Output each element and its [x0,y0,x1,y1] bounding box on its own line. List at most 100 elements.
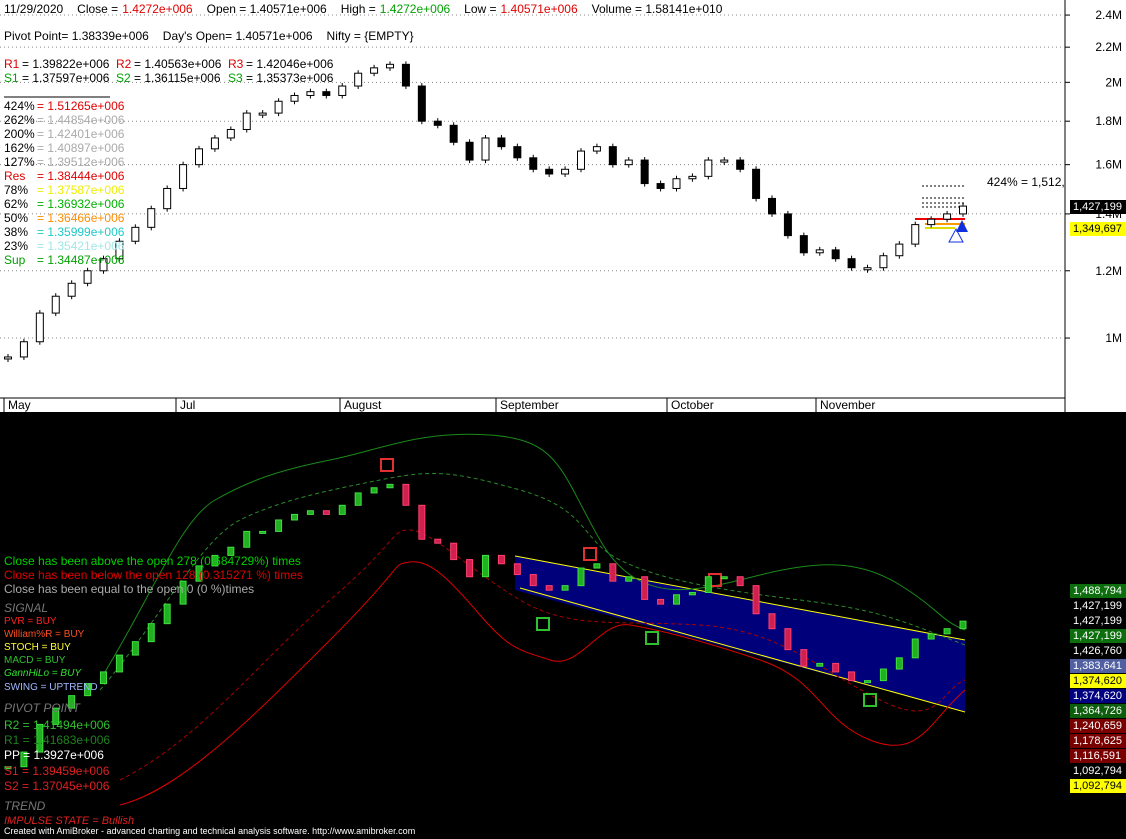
high: 1.4272e+006 [379,2,451,16]
level-name: R2 [116,57,132,71]
mini-candle [227,546,235,556]
volume: Volume = 1.58141e+010 [591,2,723,16]
price-tag: 1,427,199 [1070,614,1126,628]
candle [513,146,522,159]
level-name: R1 [4,57,20,71]
signal: PVR = BUY [4,616,57,627]
mini-candle [895,657,903,670]
candle [306,91,315,96]
fib-name: 23% [4,239,29,253]
pivot-point: Pivot Point= 1.38339e+006 [4,29,149,43]
candle [35,312,44,343]
y-tick-label: 1.6M [1095,158,1122,172]
price-tag: 1,374,620 [1070,689,1126,703]
candle [433,120,442,126]
label: Low = [464,2,497,16]
mini-candle [784,628,792,651]
price-tag: 1,092,794 [1070,779,1126,793]
mini-candle [68,695,76,709]
pivot-level: S2 = 1.37045e+006 [4,779,110,793]
stat: Close has been above the open 278 (0.684… [4,554,301,568]
fib-value: = 1.51265e+006 [37,99,125,113]
y-tick-label: 1.2M [1095,264,1122,278]
candle [688,175,697,180]
mini-candle [338,504,346,515]
candle [640,159,649,185]
fib-name: 62% [4,197,29,211]
fib-right: 424% = 1,512, [987,175,1065,189]
fib-name: 200% [4,127,35,141]
mini-candle [593,563,601,569]
price-tag: 1,364,726 [1070,704,1126,718]
mini-candle [243,530,251,548]
mini-candle [609,563,617,582]
candle [895,243,904,257]
fib-value: = 1.39512e+006 [37,155,125,169]
channel-top [514,555,966,641]
candle [163,187,172,210]
mini-candle [354,492,362,506]
candle [179,164,188,189]
buy-arrow [956,220,968,232]
level-name: S1 [4,71,19,85]
candle [879,255,888,269]
fib-value: = 1.40897e+006 [37,141,125,155]
candle [401,63,410,87]
candle [911,224,920,245]
x-tick-label: Jul [180,398,195,412]
candle [210,137,219,150]
section-title: SIGNAL [4,601,49,615]
fib-value: = 1.35421e+006 [37,239,125,253]
mini-candle [179,580,187,605]
candle [529,157,538,170]
fib-value: = 1.34487e+006 [37,253,125,267]
info-row: 11/29/2020 Close = 1.4272e+006 Open = 1.405… [4,2,736,16]
mini-candle [864,680,871,684]
mini-candle [131,641,139,656]
price-tag: 1,349,697 [1070,222,1126,236]
mini-candle [832,662,840,673]
days-open: Day's Open= 1.40571e+006 [162,29,313,43]
mini-candle [816,662,824,667]
mini-candle [450,542,458,561]
mini-candle [911,638,919,659]
candle [592,146,601,152]
mini-candle [720,576,728,580]
mini-candle [927,633,935,640]
mini-candle [561,585,569,591]
mini-candle [36,723,44,753]
candle [354,72,363,87]
candle [704,159,713,177]
section-title: TREND [4,799,46,813]
candle [943,213,952,220]
upper-inner-band [99,472,966,691]
mini-candle [482,554,489,578]
candle [672,178,681,189]
candle [863,267,872,271]
price-tag: 1,427,199 [1070,200,1126,214]
candle [545,168,554,175]
mini-candle [673,594,680,605]
candle [131,226,140,242]
mini-candle [768,613,776,630]
candle [99,258,108,272]
price-tag: 1,240,659 [1070,719,1126,733]
candle [624,159,633,166]
candle [736,159,745,170]
candle [959,205,967,215]
candle [608,146,617,166]
low: 1.40571e+006 [500,2,578,16]
candle [656,183,665,189]
level-value: = 1.35373e+006 [246,71,334,85]
level-name: R3 [228,57,244,71]
candle [242,112,251,130]
candle [577,150,585,170]
trend-state: IMPULSE STATE = Bullish [4,815,135,827]
index: Nifty = {EMPTY} [326,29,414,43]
indicator-chart [4,433,967,806]
mini-candle [943,628,951,635]
fib-value: = 1.44854e+006 [37,113,125,127]
mini-candle [959,620,967,630]
mini-candle [529,574,537,587]
indicator-panel: Close has been above the open 278 (0.684… [0,412,1126,839]
